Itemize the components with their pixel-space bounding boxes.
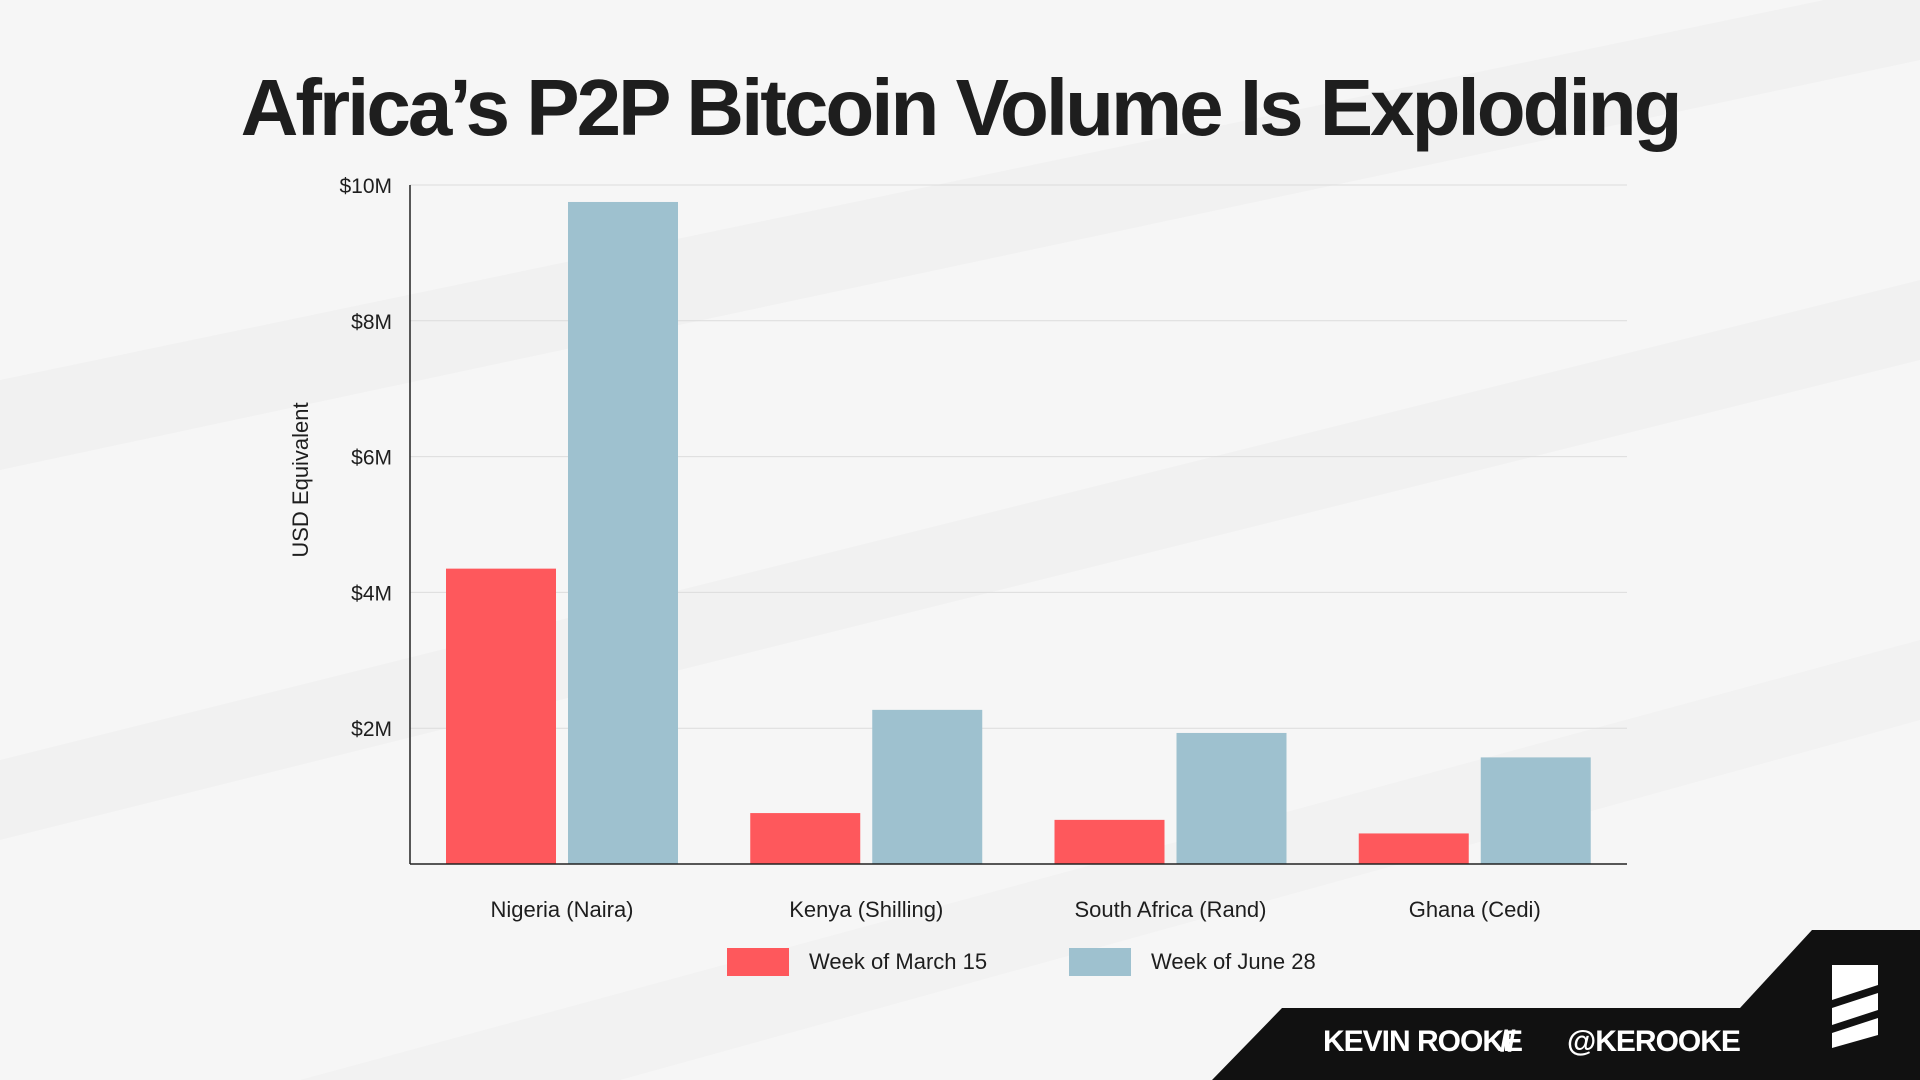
legend-item-june: Week of June 28 (1069, 948, 1316, 976)
bar (568, 201, 678, 865)
x-category-label: South Africa (Rand) (1075, 897, 1267, 922)
bar (446, 568, 556, 864)
bar (1054, 819, 1165, 864)
legend-swatch-march (727, 948, 789, 976)
y-tick-label: $8M (351, 311, 392, 334)
legend-item-march: Week of March 15 (727, 948, 987, 976)
bar (750, 813, 861, 864)
bar (872, 709, 983, 864)
chart-title: Africa’s P2P Bitcoin Volume Is Exploding (240, 63, 1683, 152)
bar (1480, 757, 1591, 864)
legend-label-march: Week of March 15 (809, 949, 988, 974)
bar (1358, 833, 1469, 864)
y-axis-label: USD Equivalent (288, 402, 313, 557)
legend-label-june: Week of June 28 (1151, 949, 1316, 974)
y-tick-label: $10M (339, 175, 392, 198)
y-tick-label: $2M (351, 718, 392, 741)
footer-separator: // (1500, 1025, 1516, 1058)
footer-handle: @KEROOKE (1567, 1025, 1741, 1058)
bar (1176, 732, 1287, 864)
legend-swatch-june (1069, 948, 1131, 976)
x-category-label: Nigeria (Naira) (490, 897, 633, 922)
y-tick-label: $6M (351, 447, 392, 470)
y-tick-label: $4M (351, 582, 392, 605)
chart-legend: Week of March 15 Week of June 28 (0, 948, 1920, 988)
x-category-label: Kenya (Shilling) (789, 897, 943, 922)
x-category-label: Ghana (Cedi) (1409, 897, 1541, 922)
footer-author: KEVIN ROOKE (1323, 1025, 1523, 1058)
